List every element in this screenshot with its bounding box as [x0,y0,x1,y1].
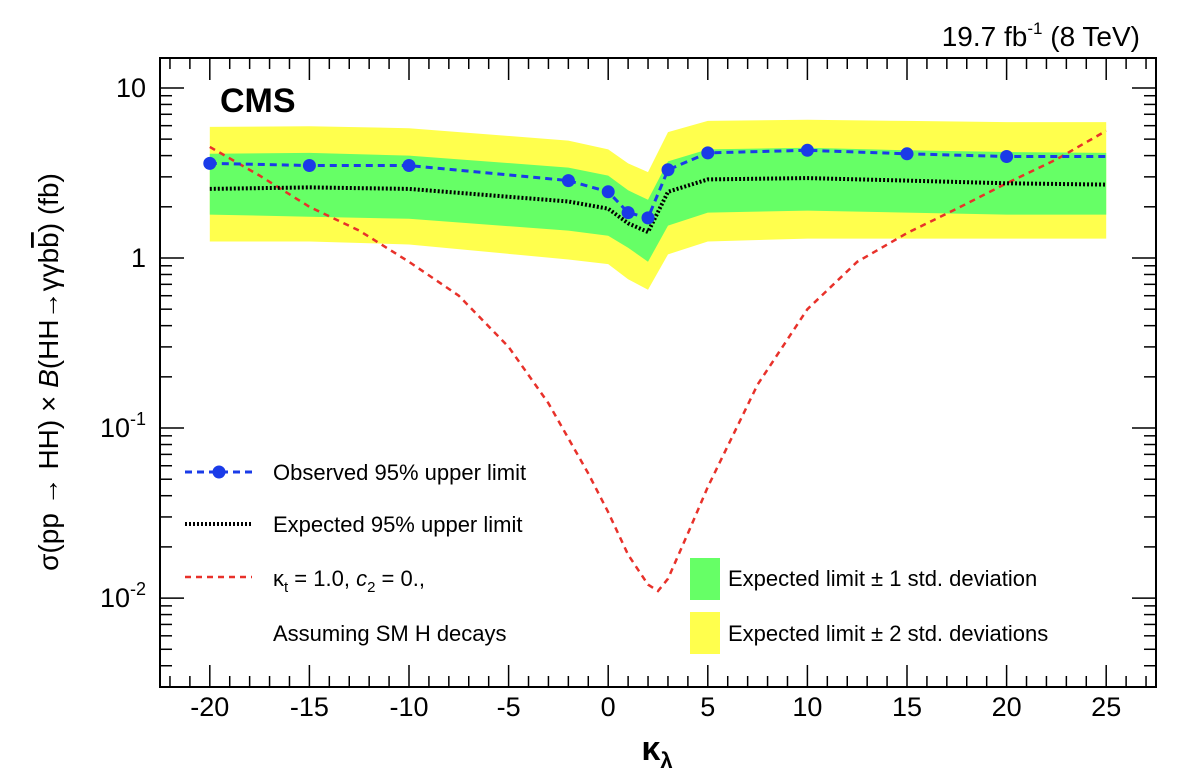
legend-band1-label: Expected limit ± 1 std. deviation [728,566,1037,591]
legend-band2-swatch [690,612,720,654]
y-title-part1: σ(pp → HH) × [33,388,64,571]
legend-theory-end: = 0., [375,566,425,591]
y-tick-label: 10-1 [100,409,146,443]
y-title-part2: B [33,369,64,388]
x-tick-label: -10 [389,692,428,722]
observed-point [561,174,575,188]
legend-band2-label: Expected limit ± 2 std. deviations [728,621,1048,646]
y-tick-exponent: -1 [130,409,146,429]
y-title-part4: ) (fb) [33,173,64,232]
x-tick-label: 15 [892,692,922,722]
y-tick-exponent: -2 [130,579,146,599]
observed-point [701,146,715,160]
observed-point [402,159,416,172]
luminosity-label: 19.7 fb-1 (8 TeV) [942,19,1140,52]
observed-point [601,185,615,199]
legend-theory-kappa: κ [273,566,285,591]
observed-point [621,206,635,220]
x-tick-label: 25 [1091,692,1121,722]
x-tick-label: 0 [601,692,616,722]
y-tick-label: 10-2 [100,579,146,613]
observed-point [641,211,655,225]
x-axis-title: κλ [641,730,672,773]
x-tick-label: 10 [792,692,822,722]
legend-expected-label: Expected 95% upper limit [273,512,522,537]
observed-point [302,159,316,172]
uncertainty-bands [209,119,1107,290]
legend-observed-marker [212,465,226,479]
legend-observed-label: Observed 95% upper limit [273,460,526,485]
legend-theory-c-sub: 2 [367,579,375,596]
legend-left: Observed 95% upper limit Expected 95% up… [185,460,526,646]
observed-point [203,156,217,170]
lumi-exponent: -1 [1027,19,1042,38]
legend-theory-c: c [356,566,367,591]
energy-label: (8 TeV) [1042,21,1140,52]
y-title-bbar: b [33,232,64,248]
x-tick-label: 20 [992,692,1022,722]
observed-point [900,147,914,161]
x-tick-label: -20 [190,692,229,722]
observed-markers [203,143,1014,225]
y-axis-title: σ(pp → HH) × B(HH→γγbb) (fb) [33,173,64,571]
x-tick-label: -15 [290,692,329,722]
legend-band1-swatch [690,558,720,600]
y-tick-base: 10 [116,73,146,103]
y-tick-label: 1 [131,243,146,273]
legend-theory-rest: = 1.0, [288,566,356,591]
legend-right: Expected limit ± 1 std. deviation Expect… [690,558,1048,654]
legend-theory-label: κt = 1.0, c2 = 0., [273,566,425,596]
y-tick-base: 10 [100,413,130,443]
y-tick-base: 1 [131,243,146,273]
y-axis-title-group: σ(pp → HH) × B(HH→γγbb) (fb) [33,173,64,571]
theory-line [209,129,1107,593]
legend-theory-kappa-sub: t [284,579,289,596]
observed-point [661,163,675,177]
x-axis-lambda: λ [660,748,672,773]
plot-frame [159,57,1157,688]
x-tick-label: -5 [497,692,521,722]
lumi-value: 19.7 fb [942,21,1028,52]
band-1sigma [209,147,1107,262]
x-tick-label: 5 [700,692,715,722]
axis-ticks [160,58,1156,688]
observed-point [800,143,814,157]
x-tick-labels: -20 -15 -10 -5 0 5 10 15 20 25 [190,692,1121,722]
y-tick-base: 10 [100,583,130,613]
y-title-part3: (HH→γγb [33,248,64,369]
y-tick-label: 10 [116,73,146,103]
x-axis-kappa: κ [641,730,660,768]
cms-label: CMS [220,82,296,120]
observed-point [1000,150,1014,163]
legend-theory-line2: Assuming SM H decays [273,621,507,646]
